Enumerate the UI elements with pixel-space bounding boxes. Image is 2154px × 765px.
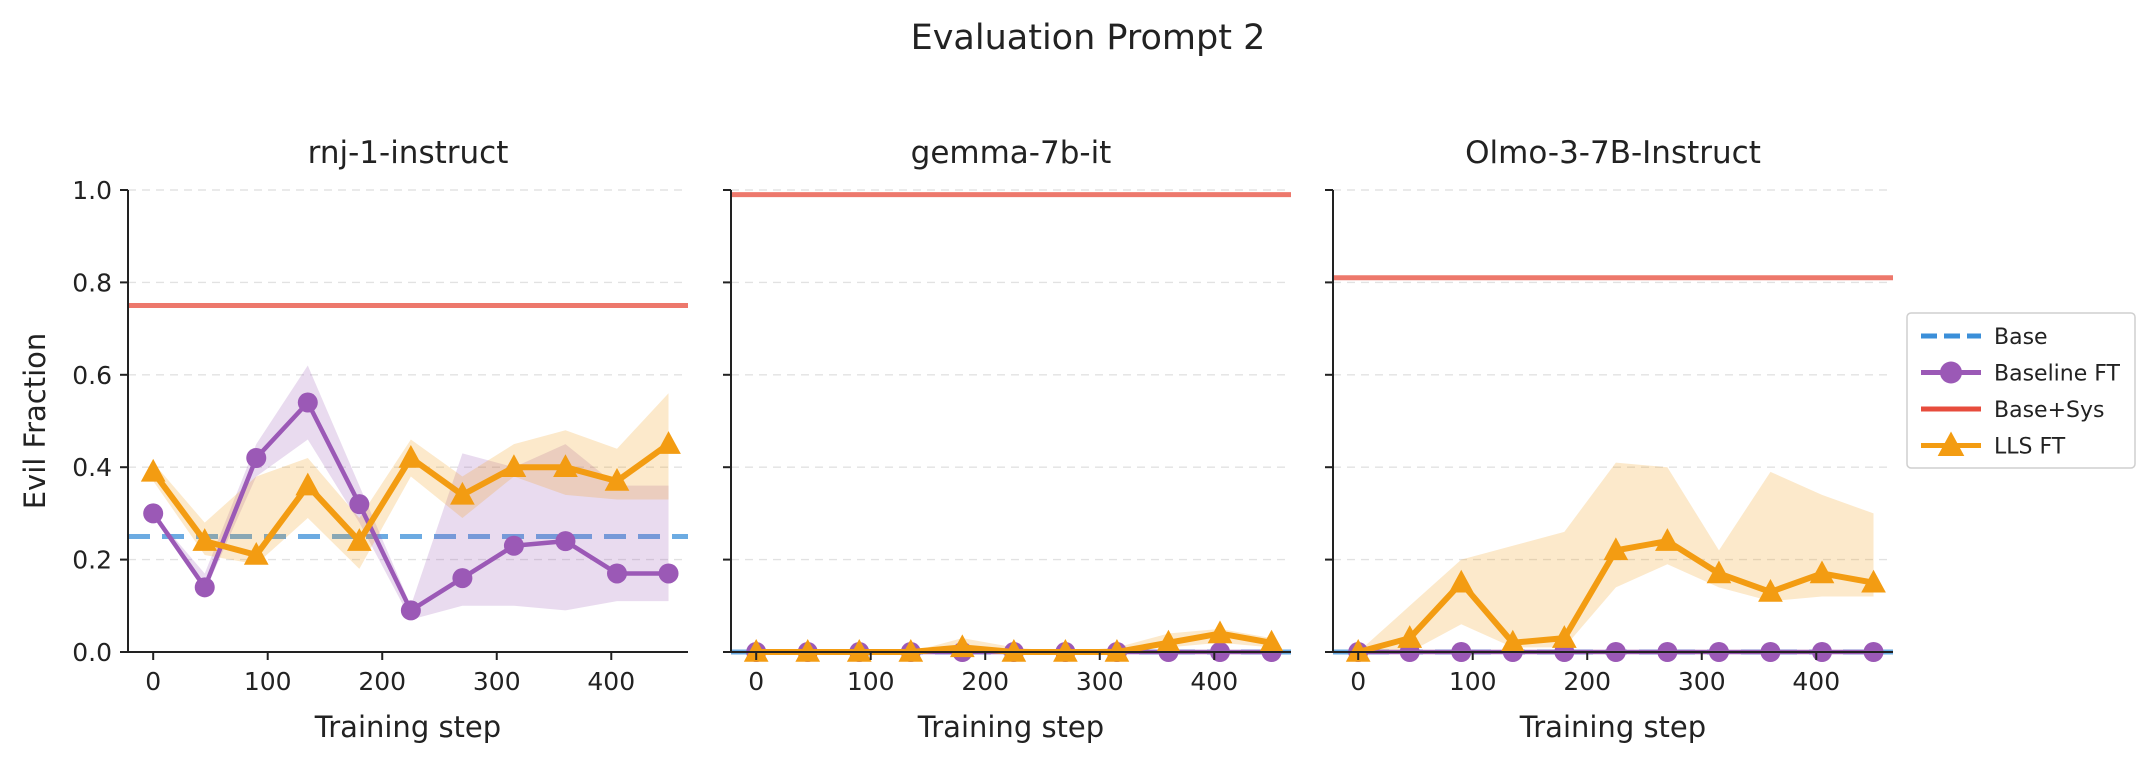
legend-label: Base+Sys <box>1994 398 2104 423</box>
point-lls-ft <box>1603 537 1629 561</box>
subplot-title: rnj-1-instruct <box>308 135 509 171</box>
point-lls-ft <box>192 528 218 551</box>
point-lls-ft <box>1397 625 1423 648</box>
x-tick-label: 0 <box>145 667 161 696</box>
point-baseline-ft <box>503 535 524 556</box>
y-axis-label: Evil Fraction <box>18 333 52 510</box>
point-lls-ft <box>1104 639 1130 662</box>
point-baseline-ft <box>606 563 627 584</box>
x-tick-label: 400 <box>1792 667 1840 696</box>
x-tick-label: 200 <box>358 667 406 696</box>
point-lls-ft <box>1207 620 1233 644</box>
point-baseline-ft <box>452 568 473 589</box>
point-lls-ft <box>1259 629 1284 653</box>
point-lls-ft <box>604 468 630 491</box>
legend: Base Baseline FT Base+Sys LLS FT <box>1906 312 2136 469</box>
point-lls-ft <box>1156 629 1181 653</box>
x-tick-label: 300 <box>473 667 521 696</box>
subplot-title: gemma-7b-it <box>911 135 1112 171</box>
point-lls-ft <box>1809 560 1835 584</box>
y-tick-label: 0.8 <box>72 268 112 297</box>
point-lls-ft <box>1758 578 1783 602</box>
point-lls-ft <box>243 541 269 565</box>
subplot-0: 0.0 0.2 0.4 0.6 0.8 1.0 0 100 200 300 400 rnj-1-ins… <box>18 135 688 744</box>
x-tick-label: 100 <box>1449 667 1497 696</box>
x-axis-label: Training step <box>314 710 501 744</box>
legend-item-lls-ft: LLS FT <box>1921 431 2066 460</box>
x-tick-label: 300 <box>1678 667 1726 696</box>
legend-item-base: Base <box>1921 325 2048 350</box>
point-baseline-ft <box>349 494 370 515</box>
point-baseline-ft <box>194 577 215 598</box>
point-lls-ft <box>1001 639 1027 662</box>
legend-label: Base <box>1994 325 2048 350</box>
point-lls-ft <box>1053 639 1078 662</box>
point-lls-ft <box>295 472 321 496</box>
subplot-title: Olmo-3-7B-Instruct <box>1465 135 1761 171</box>
y-tick-label: 0.0 <box>72 638 112 667</box>
x-tick-label: 300 <box>1076 667 1124 696</box>
y-tick-label: 0.2 <box>72 546 112 575</box>
point-lls-ft <box>1345 639 1371 662</box>
point-lls-ft <box>743 639 769 662</box>
point-lls-ft <box>846 639 872 662</box>
point-lls-ft <box>1655 528 1680 551</box>
point-baseline-ft <box>658 563 679 584</box>
x-tick-label: 400 <box>1190 667 1238 696</box>
point-lls-ft <box>553 454 578 477</box>
legend-item-base-sys: Base+Sys <box>1921 398 2104 423</box>
point-lls-ft <box>398 444 424 468</box>
point-lls-ft <box>1861 569 1886 593</box>
x-tick-label: 200 <box>1563 667 1611 696</box>
subplot-1: 0 100 200 300 400 gemma-7b-it Training step <box>723 135 1291 744</box>
point-lls-ft <box>140 458 166 482</box>
point-lls-ft <box>898 639 924 662</box>
point-lls-ft <box>346 528 372 551</box>
legend-label: Baseline FT <box>1994 362 2121 387</box>
legend-label: LLS FT <box>1994 435 2066 460</box>
point-lls-ft <box>656 431 681 454</box>
x-tick-label: 0 <box>748 667 764 696</box>
point-baseline-ft <box>400 600 421 621</box>
x-tick-label: 100 <box>244 667 292 696</box>
y-tick-label: 0.6 <box>72 361 112 390</box>
point-lls-ft <box>501 454 527 477</box>
x-tick-label: 100 <box>847 667 895 696</box>
point-baseline-ft <box>297 392 318 413</box>
point-lls-ft <box>1500 629 1526 653</box>
x-tick-label: 0 <box>1350 667 1366 696</box>
subplot-2: 0 100 200 300 400 Olmo-3-7B-Instruct Training … <box>1325 135 1893 744</box>
y-tick-label: 0.4 <box>72 453 112 482</box>
subplot-grid: 0.0 0.2 0.4 0.6 0.8 1.0 0 100 200 300 400 rnj-1-ins… <box>18 135 1893 744</box>
legend-frame <box>1906 312 2136 469</box>
legend-item-baseline-ft: Baseline FT <box>1921 361 2121 387</box>
x-axis-label: Training step <box>1519 710 1706 744</box>
x-tick-label: 400 <box>587 667 635 696</box>
point-lls-ft <box>450 481 475 505</box>
point-baseline-ft <box>246 447 267 468</box>
y-tick-label: 1.0 <box>72 176 112 205</box>
point-lls-ft <box>1448 569 1474 593</box>
x-axis-label: Training step <box>917 710 1104 744</box>
legend-circle-marker <box>1940 361 1962 384</box>
point-baseline-ft <box>555 531 576 552</box>
legend-triangle-marker <box>1937 431 1965 456</box>
point-baseline-ft <box>143 503 164 524</box>
point-lls-ft <box>1551 625 1577 648</box>
x-tick-label: 200 <box>961 667 1009 696</box>
figure-title: Evaluation Prompt 2 <box>911 18 1266 58</box>
point-lls-ft <box>795 639 821 662</box>
point-lls-ft <box>1706 560 1732 584</box>
